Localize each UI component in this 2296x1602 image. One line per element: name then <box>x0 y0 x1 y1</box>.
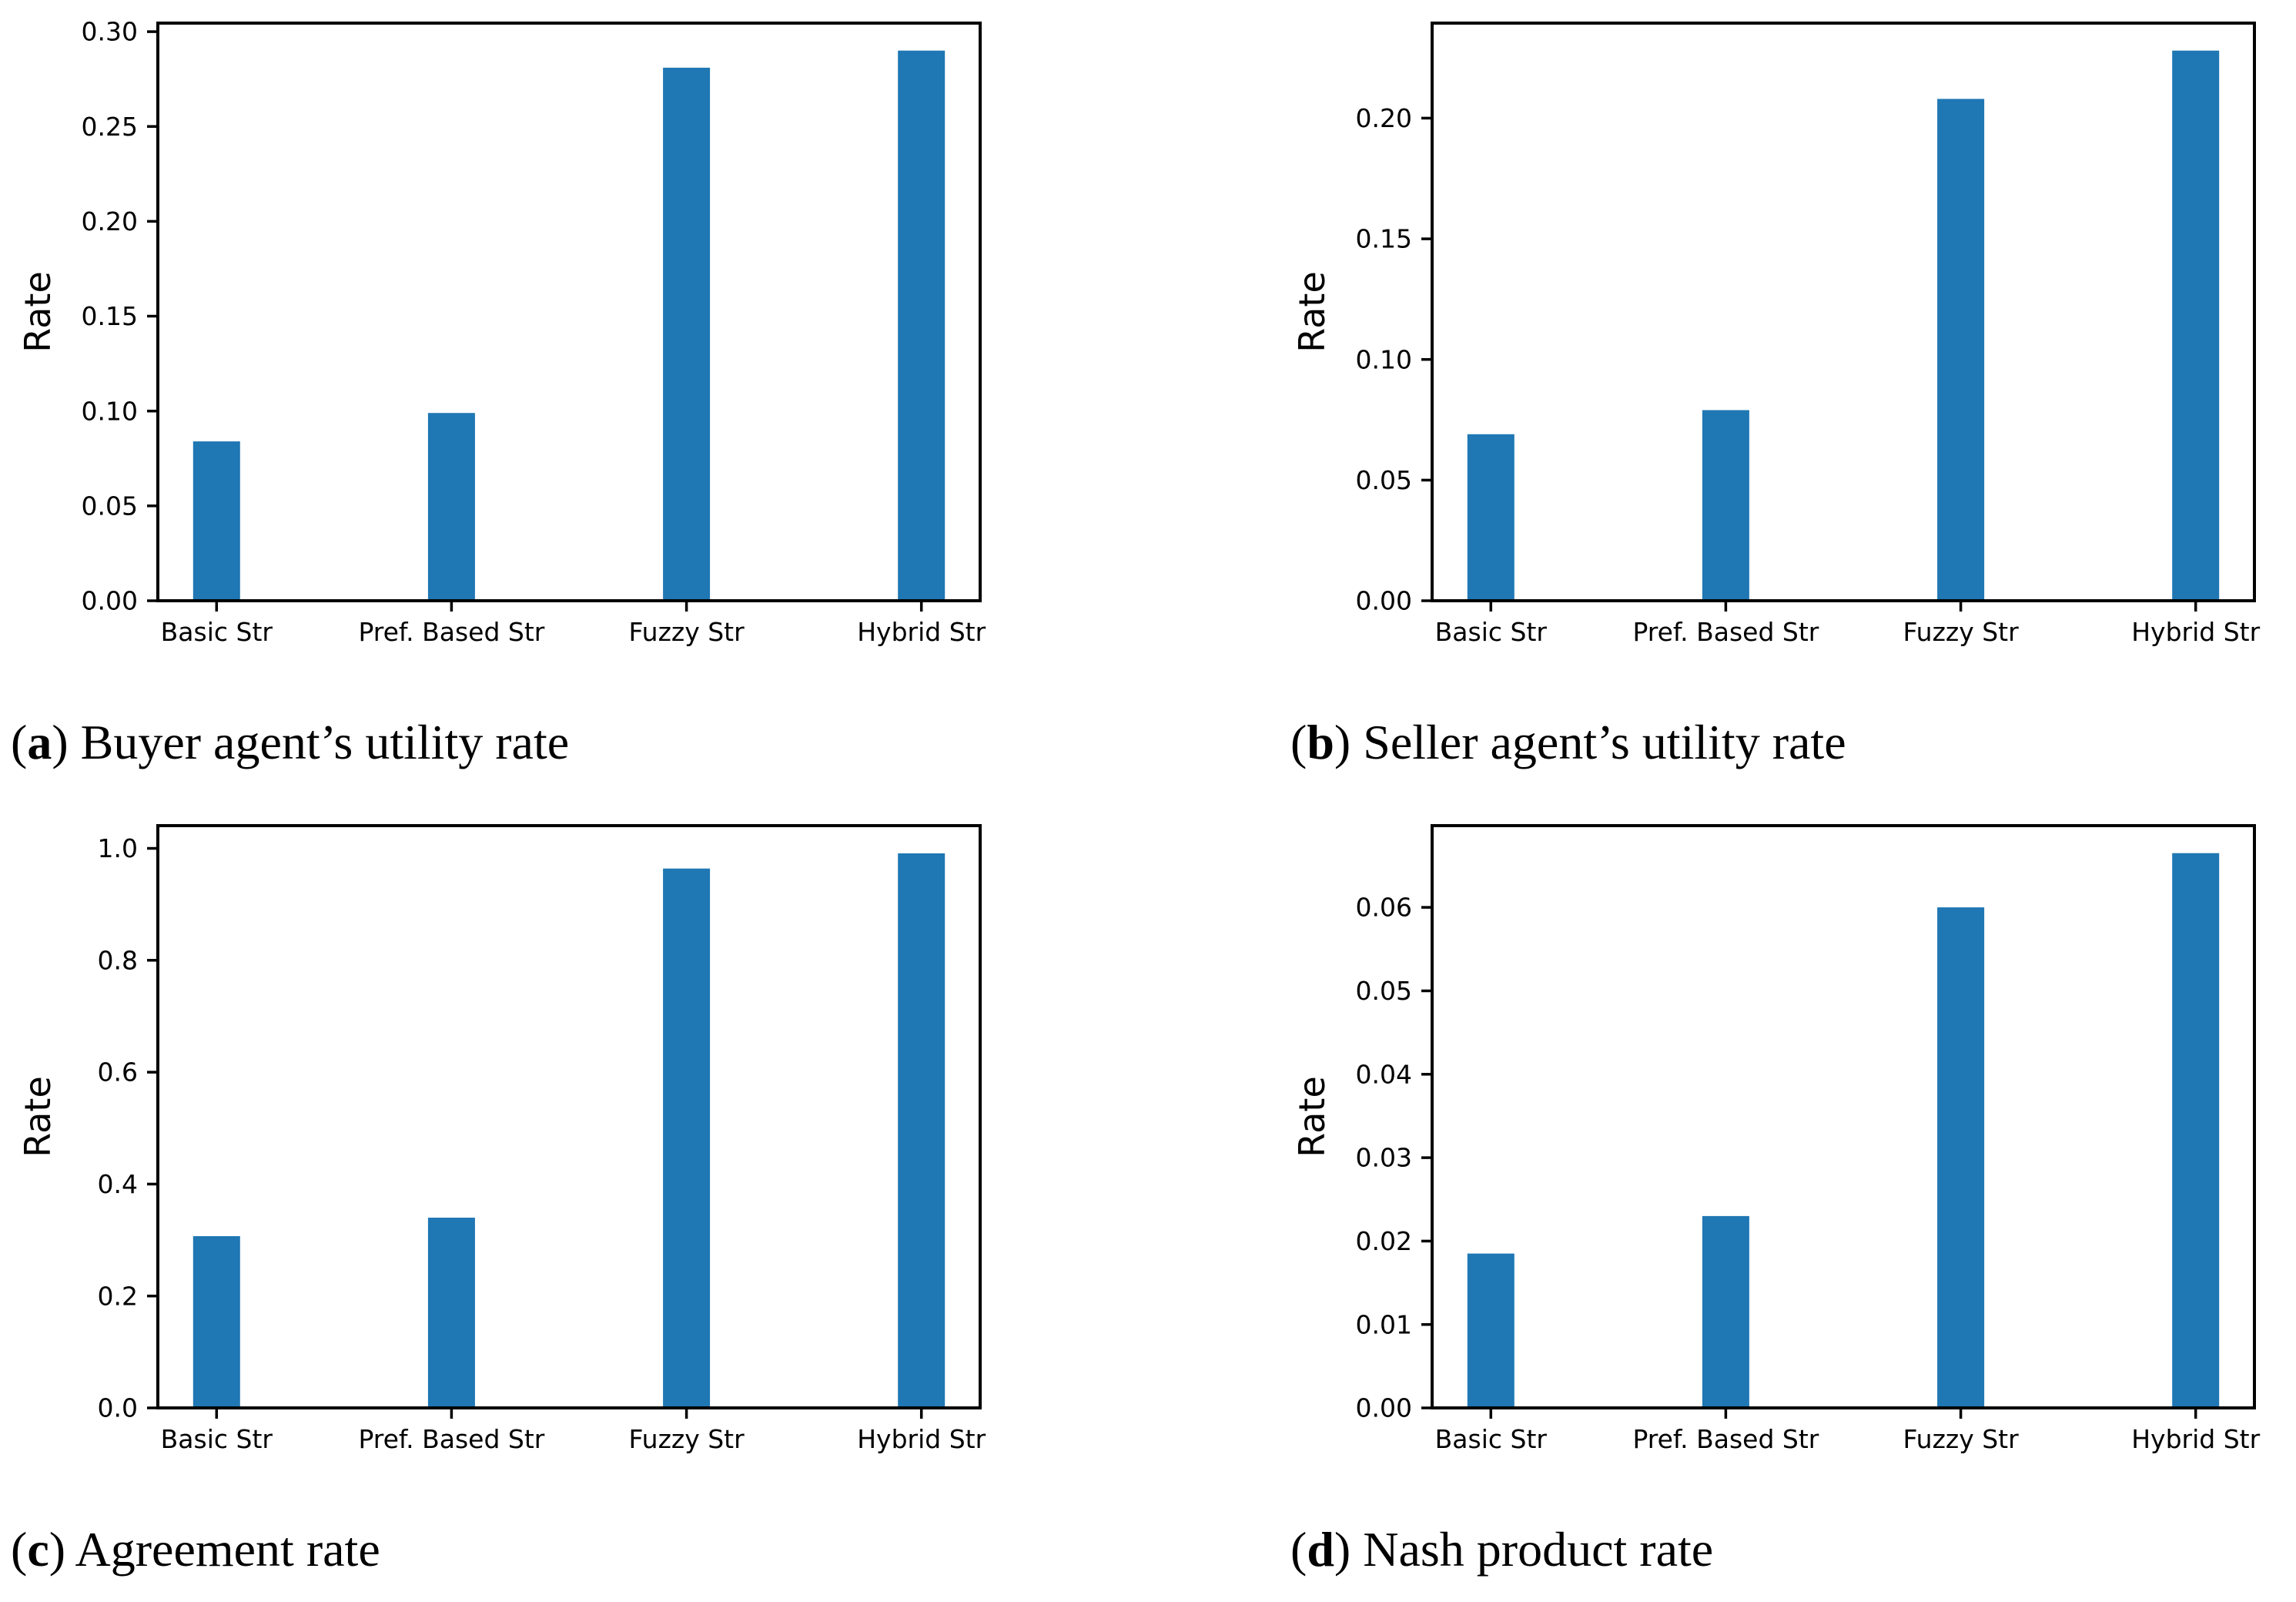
x-tick-label: Basic Str <box>1435 1424 1548 1454</box>
bar-chart-b: 0.00 0.05 0.10 0.15 0.20 Basic Str Pref. Based… <box>1291 22 2261 647</box>
y-tick-label: 0.03 <box>1356 1143 1412 1173</box>
plot-frame <box>156 824 982 1409</box>
y-tick-label: 0.02 <box>1356 1226 1412 1256</box>
caption-b-close-paren: ) <box>1334 715 1364 769</box>
y-tick-label: 0.20 <box>1356 103 1412 133</box>
y-tick-label: 0.6 <box>98 1057 138 1088</box>
caption-d-open-paren: ( <box>1290 1522 1307 1577</box>
bar-fuzzy-str <box>663 868 711 1408</box>
caption-a-open-paren: ( <box>11 715 28 769</box>
y-tick-label: 0.0 <box>98 1393 138 1423</box>
caption-d-text: Nash product rate <box>1363 1522 1714 1577</box>
x-tick-label: Fuzzy Str <box>1903 617 2019 647</box>
caption-c: (c) Agreement rate <box>11 1522 380 1577</box>
y-tick-label: 0.05 <box>1356 976 1412 1006</box>
caption-a: (a) Buyer agent’s utility rate <box>11 715 569 770</box>
x-tick-label: Basic Str <box>161 1424 273 1454</box>
y-tick-label: 0.01 <box>1356 1309 1412 1339</box>
y-axis-label: Rate <box>1291 271 1333 352</box>
caption-c-open-paren: ( <box>11 1522 28 1577</box>
x-tick-label: Hybrid Str <box>2131 1424 2260 1454</box>
plot-frame <box>1431 22 2256 602</box>
x-tick-label: Pref. Based Str <box>358 1424 544 1454</box>
bar-hybrid-str <box>898 50 946 601</box>
y-tick-label: 0.00 <box>82 586 138 616</box>
bar-chart-c: 0.0 0.2 0.4 0.6 0.8 1.0 Basic Str Pref. Based S… <box>17 824 986 1454</box>
caption-c-close-paren: ) <box>49 1522 75 1577</box>
caption-c-text: Agreement rate <box>75 1522 380 1577</box>
plot-frame <box>156 22 982 602</box>
caption-c-letter: c <box>27 1522 49 1577</box>
y-tick-label: 0.20 <box>82 206 138 236</box>
x-tick-label: Basic Str <box>1435 617 1548 647</box>
y-tick-label: 0.00 <box>1356 586 1412 616</box>
x-tick-label: Hybrid Str <box>2131 617 2260 647</box>
bar-basic-str <box>1467 434 1514 601</box>
caption-a-close-paren: ) <box>52 715 81 769</box>
bar-fuzzy-str <box>663 67 711 601</box>
caption-d-close-paren: ) <box>1334 1522 1364 1577</box>
x-tick-label: Hybrid Str <box>857 617 986 647</box>
chart-panel-d: 0.00 0.01 0.02 0.03 0.04 0.05 0.06 Basic Str Pre… <box>1148 803 2296 1525</box>
plot-frame <box>1431 824 2256 1409</box>
y-tick-label: 0.10 <box>1356 344 1412 374</box>
y-tick-label: 1.0 <box>98 833 138 863</box>
y-axis-label: Rate <box>17 1076 59 1157</box>
chart-panel-c: 0.0 0.2 0.4 0.6 0.8 1.0 Basic Str Pref. Based S… <box>0 803 1148 1525</box>
bar-hybrid-str <box>2172 853 2220 1408</box>
bar-pref-based-str <box>427 1218 475 1408</box>
caption-d: (d) Nash product rate <box>1290 1522 1713 1577</box>
x-tick-label: Fuzzy Str <box>628 1424 745 1454</box>
caption-b-letter: b <box>1307 715 1334 769</box>
bar-pref-based-str <box>427 413 475 601</box>
y-tick-label: 0.15 <box>1356 224 1412 254</box>
y-tick-label: 0.04 <box>1356 1059 1412 1089</box>
bar-fuzzy-str <box>1937 907 1985 1408</box>
chart-panel-a: 0.00 0.05 0.10 0.15 0.20 0.25 0.30 Basic Str Pre… <box>0 0 1148 716</box>
x-tick-label: Pref. Based Str <box>1632 1424 1819 1454</box>
x-tick-label: Pref. Based Str <box>1632 617 1819 647</box>
x-tick-label: Basic Str <box>161 617 273 647</box>
y-tick-label: 0.06 <box>1356 893 1412 923</box>
bar-basic-str <box>192 1236 240 1408</box>
y-tick-label: 0.2 <box>98 1281 138 1311</box>
bar-pref-based-str <box>1702 1215 1749 1408</box>
x-tick-label: Fuzzy Str <box>628 617 745 647</box>
x-tick-label: Pref. Based Str <box>358 617 544 647</box>
caption-d-letter: d <box>1307 1522 1334 1577</box>
bar-pref-based-str <box>1702 410 1749 601</box>
y-tick-label: 0.05 <box>82 491 138 521</box>
bar-hybrid-str <box>2172 50 2220 601</box>
y-axis-label: Rate <box>1291 1076 1333 1157</box>
x-tick-label: Hybrid Str <box>857 1424 986 1454</box>
y-tick-label: 0.25 <box>82 112 138 142</box>
bar-fuzzy-str <box>1937 99 1985 601</box>
y-tick-label: 0.30 <box>82 17 138 47</box>
x-tick-label: Fuzzy Str <box>1903 1424 2019 1454</box>
caption-b-text: Seller agent’s utility rate <box>1363 715 1846 769</box>
caption-b: (b) Seller agent’s utility rate <box>1290 715 1846 770</box>
chart-panel-b: 0.00 0.05 0.10 0.15 0.20 Basic Str Pref. Based… <box>1148 0 2296 716</box>
y-tick-label: 0.00 <box>1356 1393 1412 1423</box>
bar-basic-str <box>192 441 240 601</box>
caption-a-letter: a <box>27 715 52 769</box>
y-tick-label: 0.8 <box>98 945 138 975</box>
bar-hybrid-str <box>898 853 946 1408</box>
y-tick-label: 0.10 <box>82 396 138 426</box>
bar-basic-str <box>1467 1253 1514 1408</box>
caption-a-text: Buyer agent’s utility rate <box>80 715 570 769</box>
y-tick-label: 0.4 <box>98 1169 138 1199</box>
caption-b-open-paren: ( <box>1290 715 1307 769</box>
y-axis-label: Rate <box>17 271 59 352</box>
y-tick-label: 0.05 <box>1356 465 1412 495</box>
bar-chart-a: 0.00 0.05 0.10 0.15 0.20 0.25 0.30 Basic Str Pre… <box>17 17 986 647</box>
bar-chart-d: 0.00 0.01 0.02 0.03 0.04 0.05 0.06 Basic Str Pre… <box>1291 824 2261 1454</box>
y-tick-label: 0.15 <box>82 301 138 331</box>
